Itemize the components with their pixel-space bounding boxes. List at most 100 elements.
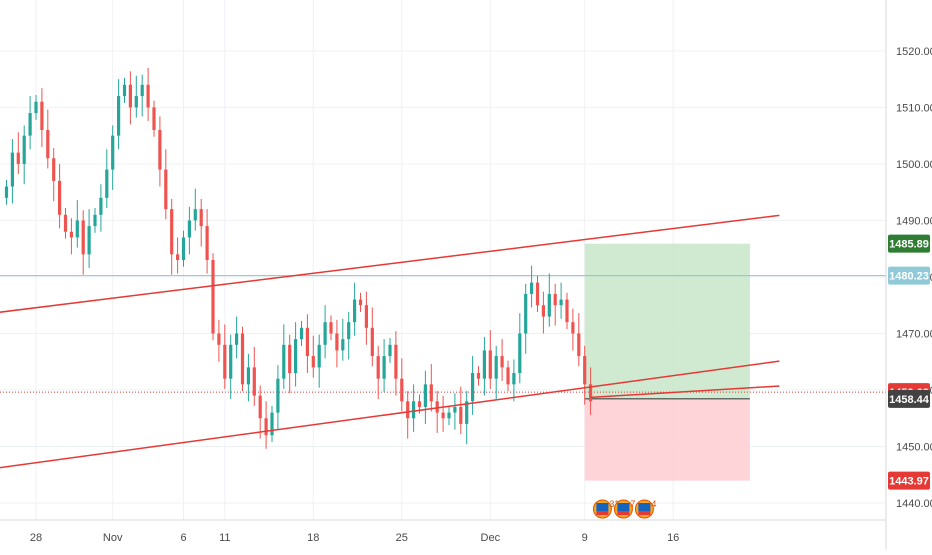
stop-loss-zone[interactable] bbox=[584, 398, 750, 481]
candle[interactable] bbox=[75, 200, 79, 248]
candle[interactable] bbox=[435, 391, 439, 433]
candle[interactable] bbox=[146, 67, 150, 121]
candle[interactable] bbox=[164, 149, 168, 220]
candle[interactable] bbox=[364, 291, 368, 345]
candle[interactable] bbox=[122, 78, 127, 103]
event-markers[interactable]: 31 7 4 bbox=[592, 499, 656, 519]
candle[interactable] bbox=[559, 282, 563, 319]
candle[interactable] bbox=[577, 313, 581, 367]
candle[interactable] bbox=[323, 305, 327, 359]
candle[interactable] bbox=[282, 324, 286, 389]
candle[interactable] bbox=[358, 292, 363, 312]
event-flag-icon[interactable]: 4 bbox=[634, 499, 656, 519]
candle[interactable] bbox=[46, 109, 50, 169]
candle[interactable] bbox=[317, 334, 321, 388]
candle[interactable] bbox=[305, 314, 309, 374]
candle[interactable] bbox=[40, 88, 44, 147]
candle[interactable] bbox=[52, 148, 56, 202]
candle[interactable] bbox=[494, 345, 498, 400]
candle[interactable] bbox=[10, 139, 14, 204]
candle[interactable] bbox=[170, 198, 174, 275]
candle[interactable] bbox=[541, 291, 545, 334]
candle[interactable] bbox=[229, 334, 233, 400]
candle[interactable] bbox=[288, 334, 292, 394]
candle[interactable] bbox=[63, 208, 68, 239]
candle[interactable] bbox=[476, 366, 481, 386]
candle[interactable] bbox=[87, 209, 91, 268]
candle[interactable] bbox=[158, 116, 162, 187]
candle[interactable] bbox=[99, 184, 103, 232]
candle[interactable] bbox=[471, 356, 475, 415]
candle[interactable] bbox=[205, 209, 209, 274]
candle[interactable] bbox=[128, 71, 132, 125]
candle[interactable] bbox=[235, 316, 239, 359]
candle[interactable] bbox=[465, 391, 469, 445]
candle[interactable] bbox=[459, 386, 463, 435]
event-flag-icon[interactable]: 31 bbox=[592, 499, 619, 519]
candle[interactable] bbox=[111, 125, 115, 190]
candle[interactable] bbox=[370, 307, 374, 367]
candle[interactable] bbox=[441, 395, 445, 432]
candle[interactable] bbox=[518, 313, 522, 384]
candle[interactable] bbox=[181, 230, 186, 267]
candle[interactable] bbox=[412, 384, 416, 432]
candle[interactable] bbox=[376, 345, 380, 400]
candle[interactable] bbox=[81, 210, 85, 275]
candles-layer[interactable] bbox=[4, 67, 593, 449]
candle[interactable] bbox=[406, 391, 410, 439]
candle[interactable] bbox=[388, 338, 392, 363]
candle[interactable] bbox=[16, 132, 20, 175]
candle[interactable] bbox=[382, 339, 386, 393]
candle[interactable] bbox=[28, 96, 32, 150]
candle[interactable] bbox=[134, 75, 138, 118]
candle[interactable] bbox=[22, 125, 26, 185]
candle[interactable] bbox=[353, 282, 357, 336]
candle[interactable] bbox=[565, 292, 569, 329]
candle[interactable] bbox=[69, 218, 73, 255]
candle[interactable] bbox=[140, 74, 144, 117]
candle[interactable] bbox=[217, 319, 221, 362]
candle[interactable] bbox=[276, 365, 280, 430]
candle[interactable] bbox=[453, 393, 457, 430]
candle[interactable] bbox=[299, 321, 304, 346]
candle[interactable] bbox=[488, 330, 492, 389]
position-zones[interactable] bbox=[584, 243, 750, 481]
take-profit-zone[interactable] bbox=[584, 243, 750, 399]
candle[interactable] bbox=[429, 364, 433, 412]
candle[interactable] bbox=[400, 358, 404, 412]
candle[interactable] bbox=[482, 336, 486, 396]
mid-channel-line[interactable] bbox=[590, 385, 780, 399]
trendlines-layer[interactable] bbox=[0, 214, 780, 490]
candle[interactable] bbox=[264, 401, 268, 449]
candle[interactable] bbox=[506, 360, 510, 392]
candle[interactable] bbox=[258, 385, 262, 439]
candle[interactable] bbox=[341, 318, 345, 361]
candle[interactable] bbox=[105, 149, 109, 208]
candle[interactable] bbox=[34, 94, 38, 120]
candle[interactable] bbox=[223, 324, 227, 389]
candle[interactable] bbox=[571, 308, 575, 351]
candle[interactable] bbox=[199, 198, 203, 247]
candle[interactable] bbox=[311, 335, 315, 378]
candle[interactable] bbox=[524, 283, 528, 354]
candle[interactable] bbox=[187, 206, 191, 255]
candle[interactable] bbox=[93, 208, 97, 233]
event-flag-icon[interactable]: 7 bbox=[613, 499, 635, 519]
candle[interactable] bbox=[423, 370, 427, 424]
candle[interactable] bbox=[394, 331, 398, 396]
candle[interactable] bbox=[176, 237, 180, 274]
candle[interactable] bbox=[246, 353, 250, 402]
candle[interactable] bbox=[547, 273, 551, 327]
candle[interactable] bbox=[329, 315, 333, 341]
candle[interactable] bbox=[252, 347, 256, 406]
candle[interactable] bbox=[117, 79, 121, 150]
candle[interactable] bbox=[58, 163, 62, 229]
candle[interactable] bbox=[347, 312, 351, 360]
candle[interactable] bbox=[193, 188, 197, 231]
candle[interactable] bbox=[553, 283, 557, 326]
candle[interactable] bbox=[535, 275, 540, 312]
candle[interactable] bbox=[335, 319, 339, 368]
candle[interactable] bbox=[240, 326, 245, 392]
candle[interactable] bbox=[589, 367, 593, 415]
candle[interactable] bbox=[512, 359, 516, 402]
